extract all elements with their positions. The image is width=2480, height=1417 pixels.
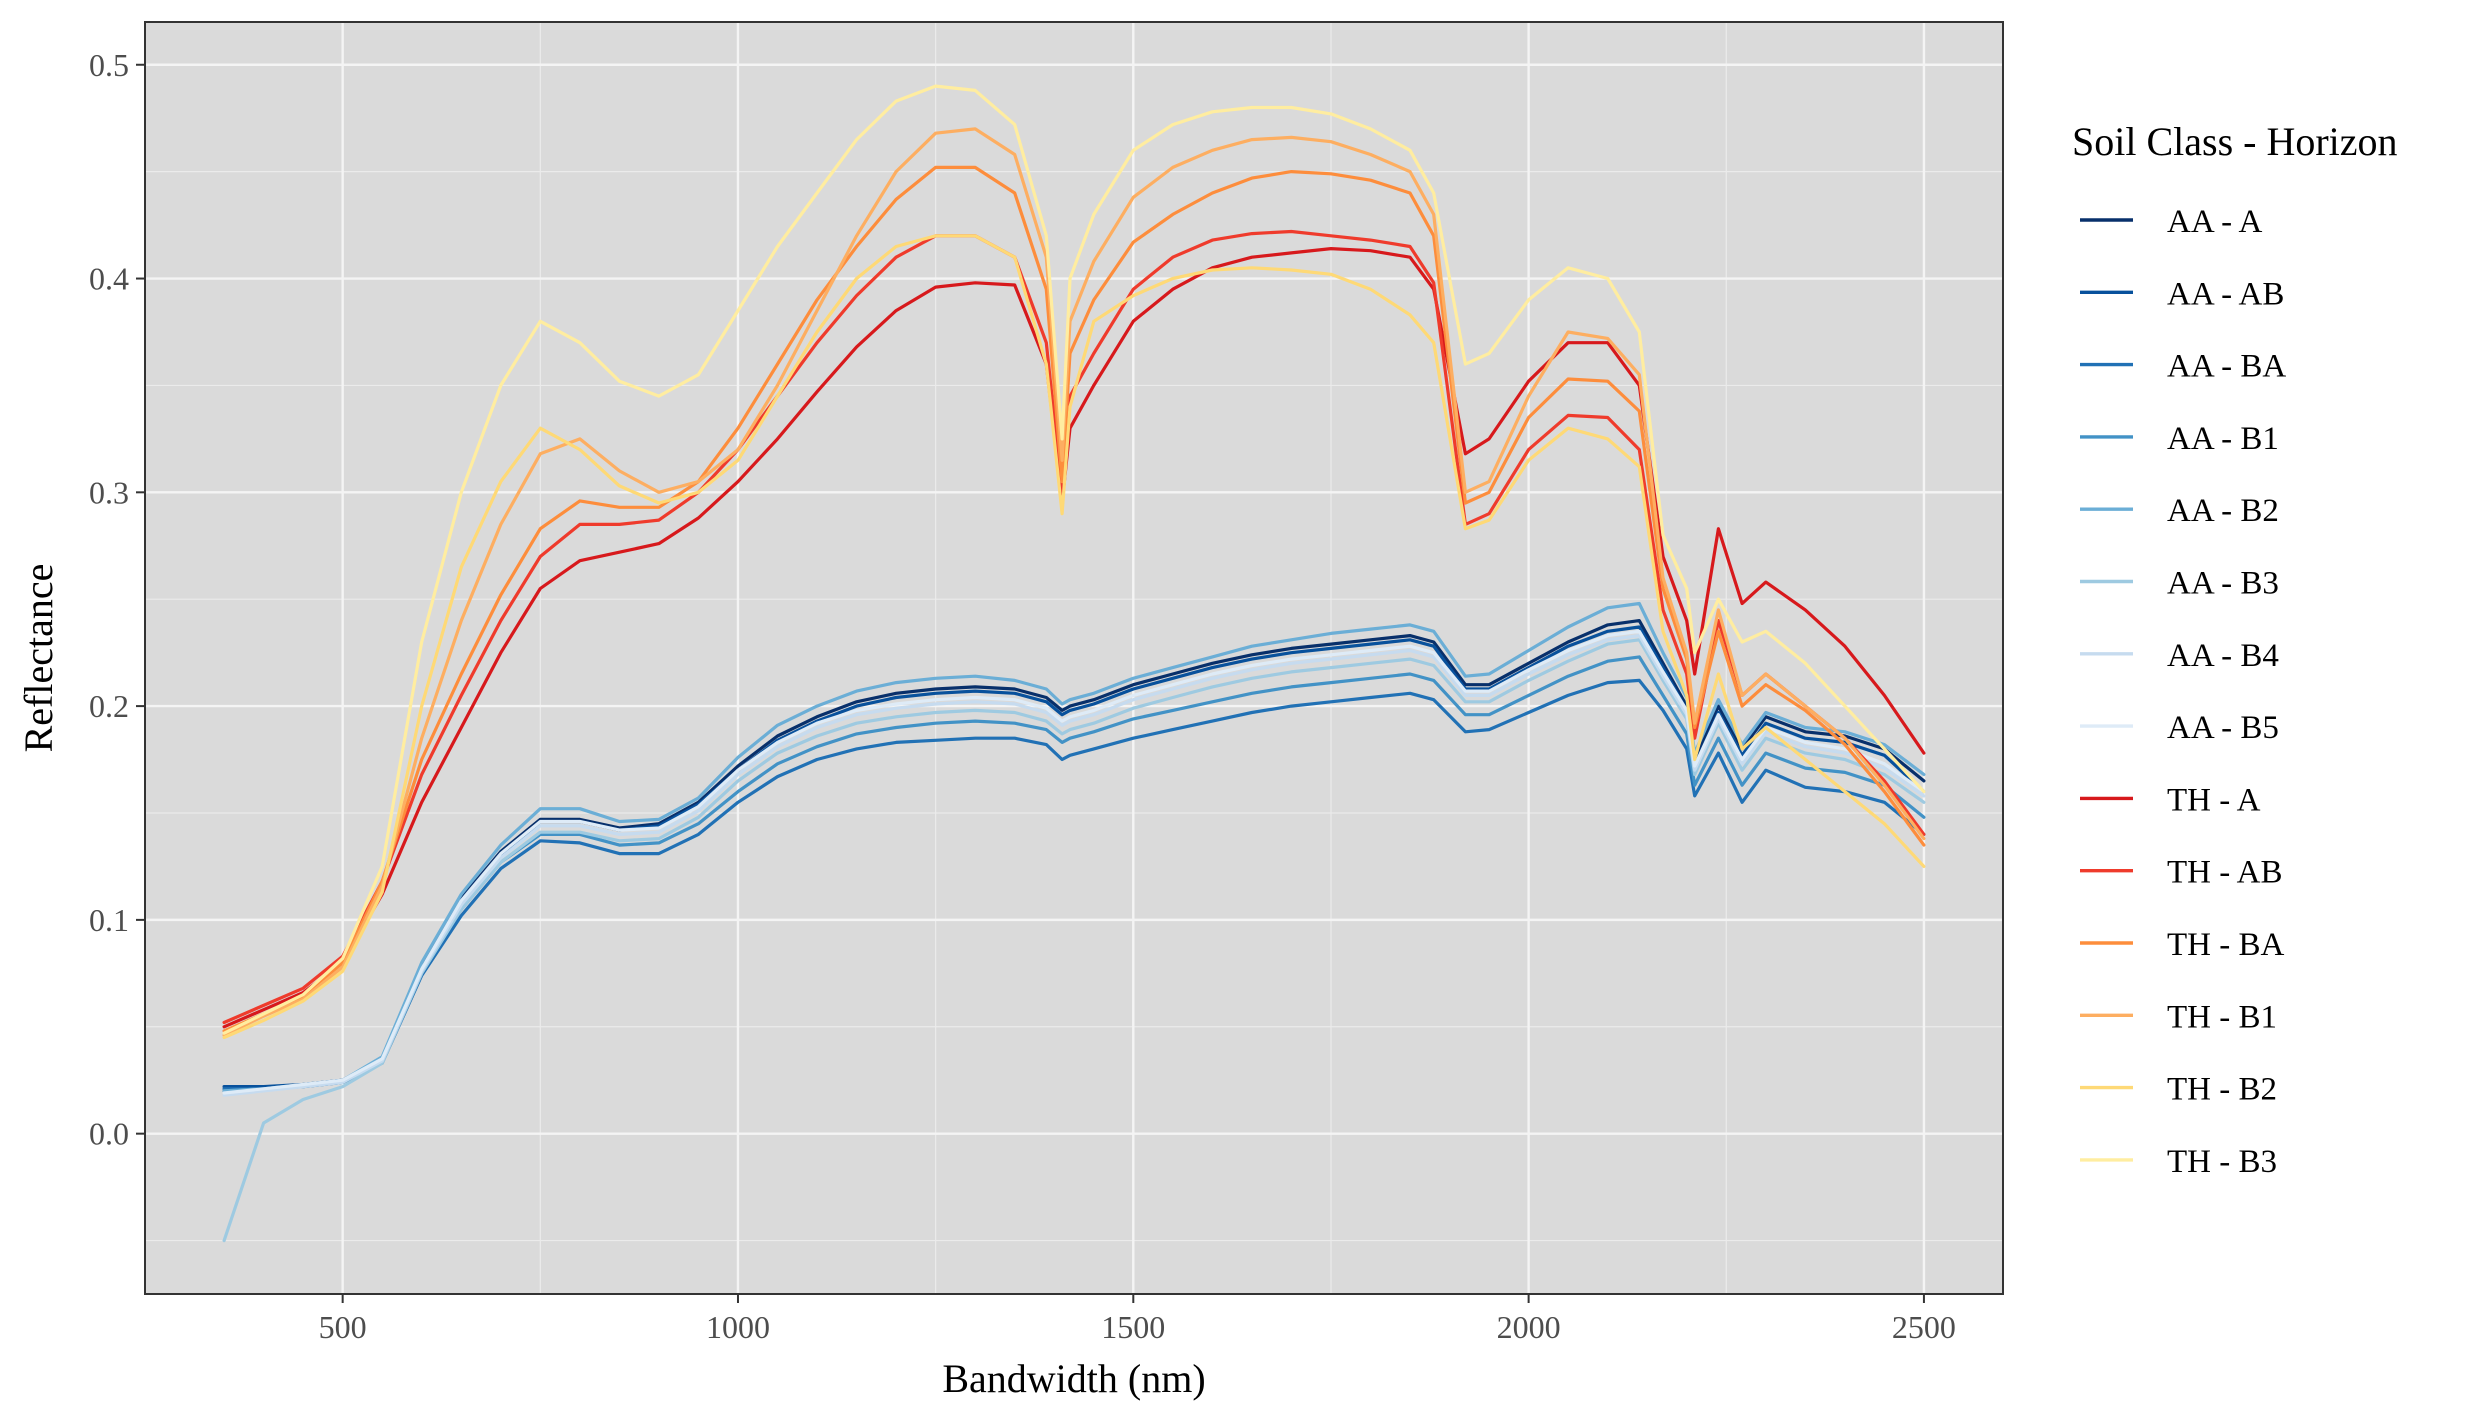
x-tick-label: 2000 xyxy=(1497,1309,1561,1345)
x-axis-title: Bandwidth (nm) xyxy=(942,1356,1205,1401)
legend-title: Soil Class - Horizon xyxy=(2072,119,2398,164)
legend-label: AA - B3 xyxy=(2167,566,2279,602)
series-line xyxy=(222,601,1926,1093)
y-tick-label: 0.5 xyxy=(89,47,129,83)
x-tick-label: 500 xyxy=(319,1309,367,1345)
legend-label: AA - BA xyxy=(2167,349,2286,385)
series-line xyxy=(222,234,1926,1040)
series-line xyxy=(222,84,1926,1035)
y-axis: 0.0 0.1 0.2 0.3 0.4 0.5 xyxy=(89,47,145,1152)
y-axis-title: Reflectance xyxy=(16,564,61,753)
y-tick-label: 0.3 xyxy=(89,474,129,510)
x-axis: 500 1000 1500 2000 2500 xyxy=(319,1294,1956,1345)
y-tick-label: 0.4 xyxy=(89,261,129,297)
series-line xyxy=(222,638,1926,1243)
series-line xyxy=(222,634,1926,1097)
legend-label: AA - B2 xyxy=(2167,493,2279,529)
legend-label: AA - AB xyxy=(2167,276,2284,312)
legend-items: AA - A AA - AB AA - BA AA - B1 AA - B2 AA - B… xyxy=(2080,204,2286,1180)
legend-label: AA - B1 xyxy=(2167,421,2279,457)
series-lines xyxy=(222,84,1926,1243)
legend-label: TH - A xyxy=(2167,782,2261,818)
legend-label: AA - B5 xyxy=(2167,710,2279,746)
x-tick-label: 2500 xyxy=(1892,1309,1956,1345)
legend-label: TH - BA xyxy=(2167,927,2284,963)
series-line xyxy=(222,629,1926,1095)
series-line xyxy=(222,655,1926,1093)
y-tick-label: 0.0 xyxy=(89,1116,129,1152)
series-line xyxy=(222,619,1926,1093)
legend-label: TH - B2 xyxy=(2167,1072,2277,1108)
legend-label: AA - A xyxy=(2167,204,2263,240)
legend-label: TH - B1 xyxy=(2167,999,2277,1035)
legend-label: TH - B3 xyxy=(2167,1144,2277,1180)
y-tick-label: 0.2 xyxy=(89,688,129,724)
x-tick-label: 1000 xyxy=(706,1309,770,1345)
legend: Soil Class - Horizon AA - A AA - AB AA - B… xyxy=(2072,119,2398,1180)
plot-panel xyxy=(145,22,2003,1294)
series-line xyxy=(222,678,1926,1091)
series-line xyxy=(222,127,1926,1037)
series-line xyxy=(222,165,1926,1033)
series-line xyxy=(222,247,1926,1029)
legend-label: TH - AB xyxy=(2167,855,2283,891)
x-tick-label: 1500 xyxy=(1101,1309,1165,1345)
plot-border xyxy=(144,21,2004,1295)
y-tick-label: 0.1 xyxy=(89,902,129,938)
legend-label: AA - B4 xyxy=(2167,638,2279,674)
series-line xyxy=(222,229,1926,1025)
